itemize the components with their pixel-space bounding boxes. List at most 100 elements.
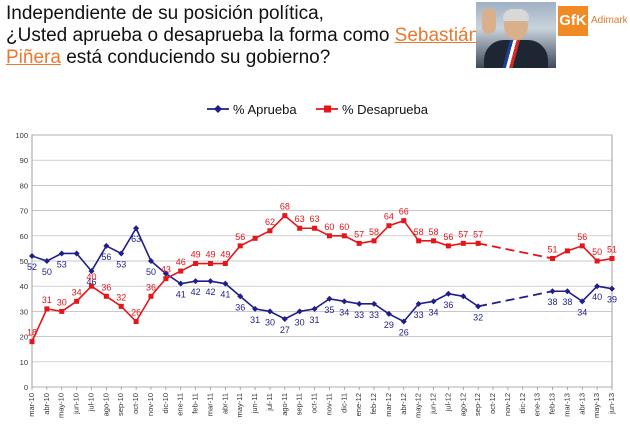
data-point-desaprueba <box>460 240 466 246</box>
data-label-desaprueba: 32 <box>116 292 126 302</box>
x-tick-label: may-13 <box>592 393 601 418</box>
data-label-desaprueba: 58 <box>429 227 439 237</box>
data-point-aprueba <box>281 315 288 322</box>
data-label-desaprueba: 56 <box>443 232 453 242</box>
data-label-aprueba: 33 <box>354 310 364 320</box>
legend-label-desaprueba: % Desaprueba <box>342 102 429 117</box>
data-label-desaprueba: 26 <box>131 307 141 317</box>
data-point-aprueba <box>222 280 229 287</box>
data-point-desaprueba <box>178 268 184 274</box>
data-point-desaprueba <box>163 276 169 282</box>
y-tick-label: 90 <box>20 156 28 165</box>
data-point-desaprueba <box>475 240 481 246</box>
legend-marker-aprueba <box>214 105 222 113</box>
data-label-desaprueba: 58 <box>369 227 379 237</box>
data-point-desaprueba <box>29 339 35 345</box>
data-label-aprueba: 33 <box>369 310 379 320</box>
data-label-desaprueba: 60 <box>324 222 334 232</box>
data-point-aprueba <box>58 250 65 257</box>
x-tick-label: ago-12 <box>458 393 467 416</box>
data-label-desaprueba: 64 <box>384 212 394 222</box>
data-point-aprueba <box>73 250 80 257</box>
data-point-desaprueba <box>74 298 80 304</box>
data-label-desaprueba: 50 <box>592 247 602 257</box>
data-point-desaprueba <box>133 318 139 324</box>
data-point-desaprueba <box>118 303 124 309</box>
data-label-aprueba: 41 <box>176 290 186 300</box>
x-tick-label: jul-11 <box>265 393 274 412</box>
data-point-aprueba <box>594 283 601 290</box>
data-label-aprueba: 40 <box>592 292 602 302</box>
x-tick-label: jun-13 <box>607 393 616 415</box>
president-name-last: Piñera <box>6 47 61 68</box>
x-tick-label: oct-11 <box>310 393 319 413</box>
data-point-desaprueba <box>386 223 392 229</box>
legend-marker-desaprueba <box>324 105 331 113</box>
data-label-desaprueba: 36 <box>146 282 156 292</box>
data-label-desaprueba: 57 <box>458 229 468 239</box>
data-point-aprueba <box>475 303 482 310</box>
data-point-desaprueba <box>550 255 556 261</box>
data-label-desaprueba: 49 <box>205 250 215 260</box>
data-label-aprueba: 42 <box>191 287 201 297</box>
data-point-aprueba <box>207 278 214 285</box>
data-point-desaprueba <box>326 233 332 239</box>
x-tick-label: oct-10 <box>131 393 140 414</box>
data-label-aprueba: 33 <box>414 310 424 320</box>
data-label-aprueba: 29 <box>384 320 394 330</box>
data-point-aprueba <box>252 305 259 312</box>
data-label-aprueba: 31 <box>310 315 320 325</box>
data-point-aprueba <box>326 295 333 302</box>
data-label-aprueba: 38 <box>548 297 558 307</box>
question-line-1: Independiente de su posición política, <box>6 3 324 24</box>
data-point-aprueba <box>579 298 586 305</box>
data-point-aprueba <box>29 252 35 259</box>
data-point-aprueba <box>460 293 467 300</box>
data-label-aprueba: 50 <box>146 267 156 277</box>
data-point-desaprueba <box>59 308 65 314</box>
data-label-aprueba: 27 <box>280 325 290 335</box>
x-tick-label: ene-12 <box>354 393 363 416</box>
x-tick-label: jun-10 <box>72 393 81 415</box>
data-label-aprueba: 34 <box>339 307 349 317</box>
data-point-desaprueba <box>609 255 615 261</box>
data-label-aprueba: 53 <box>57 259 67 269</box>
raised-hand <box>482 8 496 34</box>
data-point-aprueba <box>356 300 363 307</box>
data-point-aprueba <box>88 268 95 275</box>
x-tick-label: sep-12 <box>473 393 482 416</box>
data-label-desaprueba: 57 <box>473 229 483 239</box>
data-label-desaprueba: 51 <box>607 244 617 254</box>
data-label-desaprueba: 34 <box>72 287 82 297</box>
data-point-desaprueba <box>564 248 570 254</box>
data-point-aprueba <box>430 298 437 305</box>
y-tick-label: 60 <box>20 232 28 241</box>
data-label-desaprueba: 49 <box>220 250 230 260</box>
x-tick-label: feb-13 <box>548 393 557 414</box>
x-tick-label: feb-12 <box>369 393 378 414</box>
data-label-desaprueba: 31 <box>42 295 52 305</box>
data-label-aprueba: 34 <box>577 307 587 317</box>
data-point-desaprueba <box>88 283 94 289</box>
data-point-aprueba <box>400 318 407 325</box>
x-tick-label: dic-11 <box>339 393 348 413</box>
x-tick-label: jun-12 <box>429 393 438 415</box>
data-point-desaprueba <box>282 213 288 219</box>
data-point-desaprueba <box>312 225 318 231</box>
question-header: Independiente de su posición política, ¿… <box>6 3 479 69</box>
data-point-aprueba <box>564 288 571 295</box>
data-label-desaprueba: 57 <box>354 229 364 239</box>
data-label-aprueba: 41 <box>220 290 230 300</box>
data-label-desaprueba: 56 <box>235 232 245 242</box>
data-point-aprueba <box>192 278 199 285</box>
data-point-desaprueba <box>341 233 347 239</box>
data-label-aprueba: 38 <box>562 297 572 307</box>
data-point-aprueba <box>43 258 50 264</box>
data-point-aprueba <box>385 310 392 317</box>
x-tick-label: ene-13 <box>533 393 542 416</box>
data-point-aprueba <box>133 225 140 232</box>
y-tick-label: 0 <box>24 383 28 392</box>
data-label-aprueba: 46 <box>86 277 96 287</box>
data-point-desaprueba <box>297 225 303 231</box>
gfk-adimark-logo: GfK Adimark <box>558 6 630 40</box>
